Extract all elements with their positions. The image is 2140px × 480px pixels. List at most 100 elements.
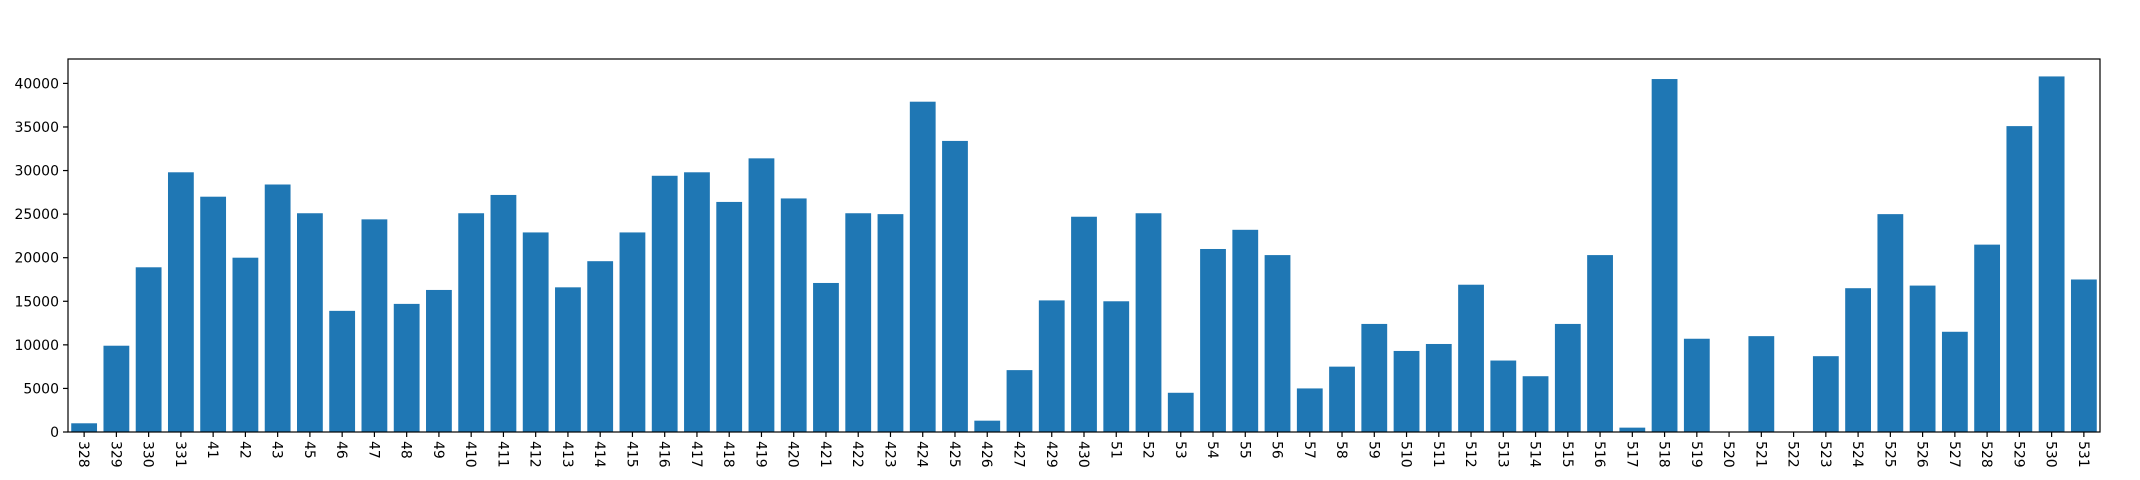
- x-tick-label: 427: [1010, 441, 1026, 468]
- x-tick-label: 414: [591, 441, 607, 468]
- x-tick-label: 419: [752, 441, 768, 468]
- x-tick-label: 58: [1333, 441, 1349, 459]
- bar-54: [1200, 248, 1226, 432]
- x-tick-label: 57: [1301, 441, 1317, 459]
- bar-420: [780, 198, 807, 432]
- bar-427: [1006, 370, 1033, 432]
- bar-527: [1941, 331, 1968, 432]
- bar-514: [1522, 376, 1549, 432]
- bar-411: [490, 194, 517, 432]
- bar-59: [1361, 323, 1388, 432]
- y-axis: 0 5000 10000 15000 20000 25000 30000 35000 40000: [14, 76, 68, 441]
- bar-41: [200, 196, 227, 432]
- x-tick-label: 426: [978, 441, 994, 468]
- x-tick-label: 47: [365, 441, 381, 459]
- bar-330: [135, 267, 162, 432]
- x-tick-label: 43: [269, 441, 285, 459]
- x-tick-label: 512: [1462, 441, 1478, 468]
- x-tick-label: 416: [656, 441, 672, 468]
- x-tick-label: 515: [1559, 441, 1575, 468]
- x-tick-label: 48: [398, 441, 414, 459]
- x-tick-label: 424: [914, 441, 930, 468]
- x-tick-label: 430: [1075, 441, 1091, 468]
- x-tick-label: 511: [1430, 441, 1446, 468]
- bar-55: [1232, 229, 1259, 432]
- bar-530: [2038, 76, 2065, 433]
- y-tick-label: 10000: [14, 338, 59, 354]
- y-tick-label: 15000: [14, 294, 59, 310]
- bar-48: [393, 303, 420, 432]
- bar-430: [1071, 216, 1097, 432]
- bar-512: [1458, 284, 1484, 432]
- y-tick-label: 25000: [14, 207, 59, 223]
- bar-418: [716, 201, 743, 432]
- x-tick-label: 42: [236, 441, 252, 459]
- bar-524: [1845, 288, 1871, 432]
- x-axis: 328 329 330 331 41 42 43 45 46 47 48 49 410 411 412 413…: [75, 432, 2091, 468]
- bar-56: [1264, 255, 1291, 432]
- bar-521: [1748, 336, 1775, 432]
- x-tick-label: 528: [1978, 441, 1994, 468]
- bar-424: [909, 101, 936, 432]
- x-tick-label: 510: [1398, 441, 1414, 468]
- x-tick-label: 410: [462, 441, 478, 468]
- bar-329: [103, 345, 130, 432]
- x-tick-label: 429: [1043, 441, 1059, 468]
- x-tick-label: 523: [1817, 441, 1833, 468]
- bar-414: [587, 261, 614, 432]
- x-tick-label: 518: [1656, 441, 1672, 468]
- x-tick-label: 520: [1720, 441, 1736, 468]
- x-tick-label: 521: [1752, 441, 1768, 468]
- x-tick-label: 514: [1527, 441, 1543, 468]
- x-tick-label: 522: [1785, 441, 1801, 468]
- bar-51: [1103, 301, 1130, 432]
- x-tick-label: 45: [301, 441, 317, 459]
- x-tick-label: 411: [494, 441, 510, 468]
- bar-45: [297, 213, 323, 432]
- x-tick-label: 425: [946, 441, 962, 468]
- x-tick-label: 54: [1204, 441, 1220, 459]
- bar-419: [748, 158, 775, 432]
- y-tick-label: 35000: [14, 120, 59, 136]
- y-tick-label: 40000: [14, 76, 59, 92]
- bar-421: [813, 282, 839, 432]
- y-tick-label: 5000: [23, 381, 59, 397]
- x-tick-label: 56: [1269, 441, 1285, 459]
- x-tick-label: 328: [75, 441, 91, 468]
- bar-42: [232, 257, 259, 432]
- x-tick-label: 415: [623, 441, 639, 468]
- bar-523: [1812, 356, 1839, 432]
- bar-510: [1393, 350, 1420, 432]
- x-tick-label: 517: [1623, 441, 1639, 468]
- bar-47: [361, 219, 388, 432]
- bar-52: [1135, 213, 1162, 432]
- bar-429: [1038, 300, 1065, 432]
- y-tick-label: 30000: [14, 164, 59, 180]
- x-tick-label: 418: [720, 441, 736, 468]
- x-tick-label: 413: [559, 441, 575, 468]
- x-tick-label: 49: [430, 441, 446, 459]
- bar-526: [1909, 285, 1936, 432]
- x-tick-label: 519: [1688, 441, 1704, 468]
- x-tick-label: 59: [1365, 441, 1381, 459]
- bar-518: [1651, 79, 1678, 432]
- x-tick-label: 530: [2043, 441, 2059, 468]
- bar-511: [1425, 343, 1452, 432]
- x-tick-label: 417: [688, 441, 704, 468]
- x-tick-label: 525: [1881, 441, 1897, 468]
- x-tick-label: 516: [1591, 441, 1607, 468]
- bar-412: [522, 232, 549, 432]
- y-tick-label: 20000: [14, 251, 59, 267]
- bar-425: [942, 140, 968, 433]
- bar-529: [2006, 126, 2033, 433]
- bar-422: [845, 213, 872, 432]
- x-tick-label: 524: [1849, 441, 1865, 468]
- bar-528: [1974, 244, 2001, 432]
- bar-331: [167, 172, 194, 433]
- bar-515: [1554, 323, 1581, 432]
- bar-531: [2070, 279, 2097, 432]
- x-tick-label: 529: [2010, 441, 2026, 468]
- x-tick-label: 51: [1107, 441, 1123, 459]
- x-tick-label: 412: [527, 441, 543, 468]
